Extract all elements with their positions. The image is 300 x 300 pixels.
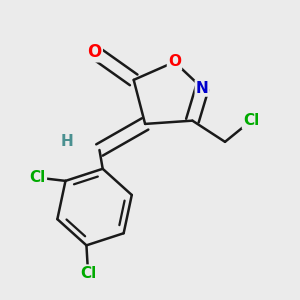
- Text: O: O: [168, 55, 181, 70]
- Text: H: H: [61, 134, 73, 149]
- Text: O: O: [87, 43, 102, 61]
- Text: Cl: Cl: [243, 113, 259, 128]
- Text: N: N: [196, 80, 208, 95]
- Text: Cl: Cl: [80, 266, 96, 280]
- Text: Cl: Cl: [30, 170, 46, 185]
